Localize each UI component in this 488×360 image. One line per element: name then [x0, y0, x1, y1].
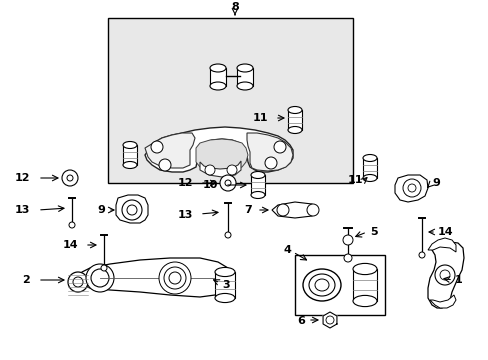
Circle shape — [276, 204, 288, 216]
Ellipse shape — [209, 82, 225, 90]
Text: 14: 14 — [437, 227, 453, 237]
Polygon shape — [323, 312, 336, 328]
Text: 7: 7 — [244, 205, 251, 215]
Bar — [215, 272, 235, 298]
Text: 11: 11 — [346, 175, 362, 185]
Bar — [108, 18, 352, 183]
Text: 8: 8 — [231, 2, 238, 12]
Text: 4: 4 — [283, 245, 290, 255]
Ellipse shape — [352, 264, 376, 275]
Bar — [237, 68, 252, 86]
Ellipse shape — [250, 171, 264, 179]
Circle shape — [220, 175, 236, 191]
Circle shape — [325, 316, 333, 324]
Circle shape — [306, 204, 318, 216]
Circle shape — [342, 235, 352, 245]
Bar — [362, 158, 376, 178]
Polygon shape — [200, 161, 241, 177]
Polygon shape — [145, 133, 195, 168]
Ellipse shape — [237, 82, 252, 90]
Circle shape — [439, 270, 449, 280]
Polygon shape — [145, 127, 292, 172]
Text: 13: 13 — [177, 210, 193, 220]
Text: 12: 12 — [177, 178, 193, 188]
Circle shape — [151, 141, 163, 153]
Text: 5: 5 — [369, 227, 377, 237]
Text: 9: 9 — [431, 178, 439, 188]
Ellipse shape — [237, 64, 252, 72]
Text: 11: 11 — [252, 113, 267, 123]
Polygon shape — [271, 202, 317, 218]
Circle shape — [159, 159, 171, 171]
Bar — [250, 175, 264, 195]
Circle shape — [418, 252, 424, 258]
Polygon shape — [429, 295, 455, 308]
Circle shape — [62, 170, 78, 186]
Circle shape — [402, 179, 420, 197]
Text: 6: 6 — [297, 316, 305, 326]
Polygon shape — [246, 133, 292, 171]
Polygon shape — [394, 175, 427, 202]
Ellipse shape — [209, 64, 225, 72]
Ellipse shape — [308, 274, 334, 296]
Circle shape — [73, 277, 83, 287]
Circle shape — [264, 157, 276, 169]
Circle shape — [273, 141, 285, 153]
Text: 3: 3 — [222, 280, 229, 290]
Bar — [294, 255, 384, 315]
Text: 13: 13 — [15, 205, 30, 215]
Circle shape — [434, 265, 454, 285]
Polygon shape — [427, 238, 455, 252]
Ellipse shape — [362, 154, 376, 162]
Ellipse shape — [215, 293, 235, 302]
Text: 12: 12 — [15, 173, 30, 183]
Polygon shape — [427, 242, 463, 308]
Circle shape — [67, 175, 73, 181]
Circle shape — [169, 272, 181, 284]
Bar — [209, 68, 225, 86]
Circle shape — [224, 232, 230, 238]
Bar — [123, 145, 137, 165]
Circle shape — [226, 165, 237, 175]
Ellipse shape — [123, 141, 137, 148]
Circle shape — [122, 200, 142, 220]
Text: 1: 1 — [454, 275, 462, 285]
Text: 14: 14 — [62, 240, 78, 250]
Circle shape — [68, 272, 88, 292]
Text: 10: 10 — [202, 180, 218, 190]
Ellipse shape — [303, 269, 340, 301]
Circle shape — [86, 264, 114, 292]
Circle shape — [91, 269, 109, 287]
Bar — [287, 110, 302, 130]
Text: 9: 9 — [97, 205, 105, 215]
Circle shape — [204, 165, 215, 175]
Ellipse shape — [352, 296, 376, 307]
Circle shape — [407, 184, 415, 192]
Ellipse shape — [287, 126, 302, 134]
Polygon shape — [116, 195, 148, 223]
Ellipse shape — [250, 192, 264, 198]
Circle shape — [163, 267, 185, 289]
Ellipse shape — [215, 267, 235, 276]
Circle shape — [224, 180, 230, 186]
Ellipse shape — [362, 175, 376, 181]
Circle shape — [343, 254, 351, 262]
Polygon shape — [78, 258, 231, 297]
Bar — [352, 269, 376, 301]
Circle shape — [127, 205, 137, 215]
Ellipse shape — [287, 107, 302, 113]
Circle shape — [101, 265, 107, 271]
Circle shape — [159, 262, 191, 294]
Circle shape — [69, 222, 75, 228]
Text: 2: 2 — [22, 275, 30, 285]
Ellipse shape — [123, 162, 137, 168]
Ellipse shape — [314, 279, 328, 291]
Polygon shape — [196, 139, 247, 171]
